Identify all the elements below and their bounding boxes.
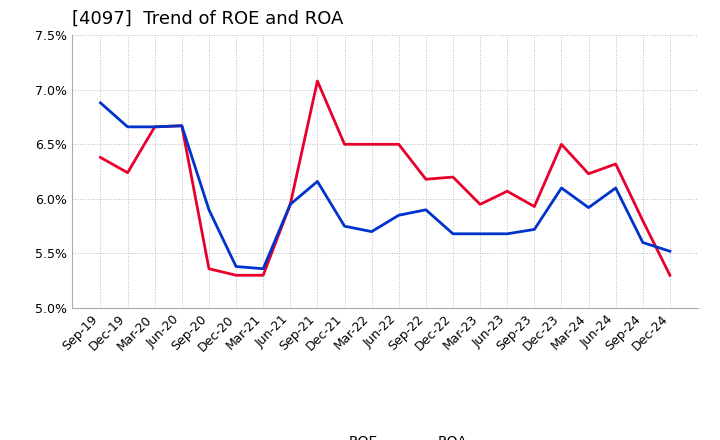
ROE [178,123,186,128]
Legend: ROE, ROA: ROE, ROA [297,429,473,440]
ROE [557,142,566,147]
ROE [313,78,322,84]
ROA [584,205,593,210]
ROA [611,185,620,191]
ROA [150,124,159,129]
ROA [421,207,430,213]
ROE [665,273,674,278]
ROA [367,229,376,234]
ROA [341,224,349,229]
ROA [204,207,213,213]
ROA [286,202,294,207]
ROE [584,171,593,176]
ROE [367,142,376,147]
ROE [639,218,647,224]
ROE [123,170,132,175]
ROA [476,231,485,236]
ROA [449,231,457,236]
ROA [557,185,566,191]
ROE [259,273,268,278]
ROE [204,266,213,271]
ROE [341,142,349,147]
Text: [4097]  Trend of ROE and ROA: [4097] Trend of ROE and ROA [72,10,343,28]
ROA [123,124,132,129]
ROA [503,231,511,236]
ROE [286,202,294,207]
ROA [178,123,186,128]
ROE [611,161,620,167]
ROE [530,204,539,209]
ROA [530,227,539,232]
Line: ROE: ROE [101,81,670,275]
ROE [503,189,511,194]
ROE [395,142,403,147]
ROE [476,202,485,207]
ROA [639,240,647,245]
ROE [150,124,159,129]
ROA [665,249,674,254]
ROA [232,264,240,269]
ROA [96,100,105,106]
ROE [421,176,430,182]
ROA [313,179,322,184]
Line: ROA: ROA [101,103,670,269]
ROA [395,213,403,218]
ROA [259,266,268,271]
ROE [232,273,240,278]
ROE [449,174,457,180]
ROE [96,155,105,160]
